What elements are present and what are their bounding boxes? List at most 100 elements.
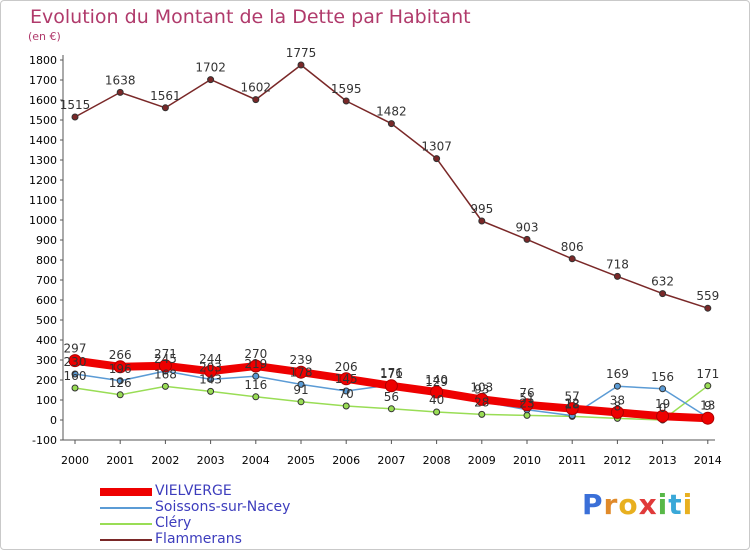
data-label-flammerans: 1602	[241, 81, 272, 95]
point-vielverge[interactable]	[475, 392, 489, 406]
x-tick-label: 2008	[423, 454, 451, 467]
point-flammerans[interactable]	[433, 155, 441, 163]
point-soissons-sur-nacey[interactable]	[342, 387, 350, 395]
point-clery[interactable]	[433, 408, 441, 416]
point-clery[interactable]	[252, 393, 260, 401]
data-label-soissons-sur-nacey: 196	[109, 362, 132, 376]
data-label-clery: 168	[154, 367, 177, 381]
point-vielverge[interactable]	[294, 365, 308, 379]
data-label-soissons-sur-nacey: 93	[474, 382, 489, 396]
point-soissons-sur-nacey[interactable]	[659, 385, 667, 393]
y-tick-label: 600	[36, 294, 57, 307]
data-label-vielverge: 297	[64, 342, 87, 356]
y-tick-label: 100	[36, 394, 57, 407]
data-label-flammerans: 718	[606, 257, 629, 271]
point-clery[interactable]	[161, 382, 169, 390]
point-vielverge[interactable]	[68, 354, 82, 368]
data-label-clery: 160	[64, 369, 87, 383]
point-vielverge[interactable]	[430, 385, 444, 399]
x-tick-label: 2001	[106, 454, 134, 467]
point-soissons-sur-nacey[interactable]	[71, 370, 79, 378]
point-flammerans[interactable]	[613, 272, 621, 280]
data-label-vielverge: 57	[565, 390, 580, 404]
y-tick-label: 500	[36, 314, 57, 327]
y-tick-label: -100	[32, 434, 57, 447]
point-clery[interactable]	[207, 387, 215, 395]
point-vielverge[interactable]	[565, 402, 579, 416]
point-vielverge[interactable]	[339, 372, 353, 386]
point-vielverge[interactable]	[384, 379, 398, 393]
point-flammerans[interactable]	[478, 217, 486, 225]
point-vielverge[interactable]	[158, 359, 172, 373]
point-clery[interactable]	[387, 405, 395, 413]
point-soissons-sur-nacey[interactable]	[613, 382, 621, 390]
data-label-vielverge: 103	[470, 380, 493, 394]
data-label-vielverge: 9	[704, 399, 712, 413]
legend-swatch-clery	[100, 523, 152, 525]
point-flammerans[interactable]	[523, 235, 531, 243]
point-soissons-sur-nacey[interactable]	[252, 372, 260, 380]
legend-label-vielverge: VIELVERGE	[155, 483, 232, 499]
x-tick-label: 2014	[694, 454, 722, 467]
data-label-soissons-sur-nacey: 176	[380, 366, 403, 380]
point-flammerans[interactable]	[71, 113, 79, 121]
point-flammerans[interactable]	[704, 304, 712, 312]
point-flammerans[interactable]	[252, 96, 260, 104]
point-soissons-sur-nacey[interactable]	[116, 377, 124, 385]
data-label-soissons-sur-nacey: 22	[565, 397, 580, 411]
point-flammerans[interactable]	[161, 104, 169, 112]
point-clery[interactable]	[71, 384, 79, 392]
point-vielverge[interactable]	[701, 411, 715, 425]
point-flammerans[interactable]	[297, 61, 305, 69]
logo-letter: o	[618, 488, 639, 521]
data-label-flammerans: 806	[561, 240, 584, 254]
point-flammerans[interactable]	[659, 290, 667, 298]
point-flammerans[interactable]	[387, 120, 395, 128]
data-label-clery: 28	[474, 395, 489, 409]
proxiti-logo: Proxiti	[582, 488, 693, 521]
point-vielverge[interactable]	[520, 398, 534, 412]
point-clery[interactable]	[116, 391, 124, 399]
x-tick-label: 2004	[242, 454, 270, 467]
data-label-vielverge: 206	[335, 360, 358, 374]
data-label-clery: 18	[565, 397, 580, 411]
data-label-flammerans: 1638	[105, 73, 136, 87]
logo-letter: P	[582, 488, 604, 521]
legend-label-flammerans: Flammerans	[155, 531, 242, 547]
point-vielverge[interactable]	[249, 359, 263, 373]
point-clery[interactable]	[704, 382, 712, 390]
series-layer	[68, 61, 715, 425]
y-tick-label: 0	[50, 414, 57, 427]
point-flammerans[interactable]	[207, 76, 215, 84]
data-label-flammerans: 995	[470, 202, 493, 216]
y-tick-label: 1800	[29, 54, 57, 67]
point-vielverge[interactable]	[113, 360, 127, 374]
x-tick-label: 2013	[649, 454, 677, 467]
point-vielverge[interactable]	[610, 405, 624, 419]
y-tick-label: 1700	[29, 74, 57, 87]
y-tick-label: 1100	[29, 194, 57, 207]
point-soissons-sur-nacey[interactable]	[297, 380, 305, 388]
point-clery[interactable]	[342, 402, 350, 410]
y-tick-label: 1200	[29, 174, 57, 187]
data-label-clery: 8	[614, 399, 622, 413]
data-label-soissons-sur-nacey: 156	[651, 370, 674, 384]
point-clery[interactable]	[478, 410, 486, 418]
data-label-flammerans: 632	[651, 275, 674, 289]
logo-letter: x	[638, 488, 658, 521]
y-tick-label: 1500	[29, 114, 57, 127]
point-flammerans[interactable]	[342, 97, 350, 105]
data-label-vielverge: 38	[610, 393, 625, 407]
y-tick-label: 1600	[29, 94, 57, 107]
point-vielverge[interactable]	[204, 364, 218, 378]
x-tick-label: 2003	[197, 454, 225, 467]
data-label-vielverge: 140	[425, 373, 448, 387]
chart-unit-label: (en €)	[28, 30, 61, 43]
data-label-soissons-sur-nacey: 245	[154, 352, 177, 366]
point-clery[interactable]	[297, 398, 305, 406]
data-label-vielverge: 76	[519, 386, 534, 400]
point-flammerans[interactable]	[116, 88, 124, 96]
point-vielverge[interactable]	[656, 409, 670, 423]
point-flammerans[interactable]	[568, 255, 576, 263]
